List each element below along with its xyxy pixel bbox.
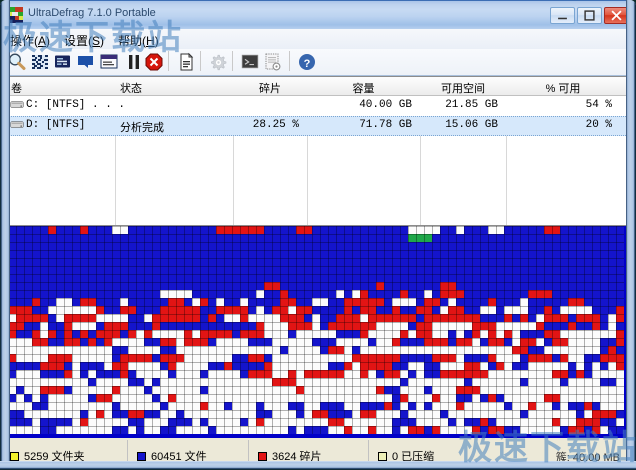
svg-text:?: ? <box>304 58 311 70</box>
